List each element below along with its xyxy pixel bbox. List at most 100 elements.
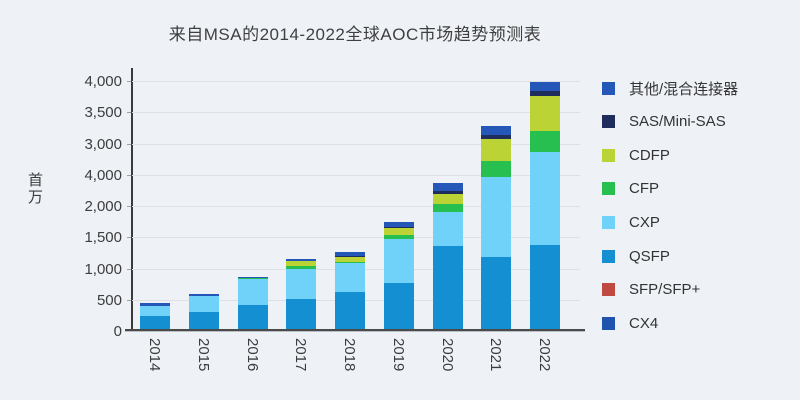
chart-title: 来自MSA的2014-2022全球AOC市场趋势预测表 [168,25,542,44]
x-tick-label: 2016 [243,338,261,372]
bar-segment-QSFP [140,315,170,331]
bar-segment-CDFP [432,194,463,204]
legend-swatch [602,148,615,162]
y-tick-label: 1,500 [84,229,122,247]
legend-item: CXP [602,214,660,231]
bar-segment-CXP [530,152,560,246]
gridline [132,112,580,114]
bar-segment-其他/混合连接器 [188,294,219,296]
y-tick-mark [127,299,131,301]
bar-2016 [237,276,268,331]
bar-segment-其他/混合连接器 [286,259,317,261]
x-tick-label: 2015 [194,338,212,372]
legend-label: CFP [629,180,659,198]
legend-label: CX4 [629,314,659,332]
x-tick-label: 2019 [389,338,407,372]
y-tick-mark [127,112,131,114]
legend-swatch [602,115,615,129]
bar-segment-SAS/Mini-SAS [335,256,365,258]
bar-segment-CDFP [530,95,560,131]
legend-swatch [602,249,615,263]
bar-segment-CFP [432,203,463,213]
y-tick-label: 3,500 [84,104,122,122]
bar-segment-其他/混合连接器 [140,303,170,306]
bar-segment-SAS/Mini-SAS [530,91,560,96]
y-tick-mark [127,143,131,145]
bar-segment-其他/混合连接器 [335,251,365,256]
y-tick-mark [127,268,131,270]
x-tick-label: 2021 [487,338,505,372]
gridline [132,81,580,82]
legend-item: CDFP [602,146,670,164]
bar-segment-CXP [481,176,512,257]
y-tick-mark [127,174,131,176]
bar-segment-CFP [383,234,414,240]
y-tick-mark [127,206,131,207]
bar-segment-SAS/Mini-SAS [481,135,512,140]
x-axis-line [125,329,585,332]
bar-segment-CFP [335,261,365,264]
bar-segment-CDFP [286,261,317,266]
bar-segment-CFP [286,266,317,270]
bar-segment-QSFP [286,298,317,331]
bar-2018 [335,251,365,331]
bar-segment-其他/混合连接器 [481,125,512,136]
bar-segment-QSFP [432,246,463,331]
bar-2017 [286,259,317,331]
legend-label: SFP/SFP+ [629,281,701,299]
legend-swatch [602,81,615,95]
gridline [132,174,580,176]
bar-segment-SAS/Mini-SAS [432,190,463,195]
legend-item: CFP [602,180,659,198]
legend-label: CDFP [629,146,670,164]
bar-segment-其他/混合连接器 [237,276,268,278]
bar-segment-CXP [432,212,463,246]
legend-swatch [602,215,615,229]
y-tick-label: 3,000 [84,135,122,153]
y-tick-label: 4,000 [84,166,122,184]
bar-segment-CFP [481,161,512,177]
gridline [132,206,580,207]
bar-2014 [140,303,170,331]
y-tick-label: 4,000 [84,73,122,90]
bar-segment-CDFP [481,139,512,161]
bar-segment-其他/混合连接器 [530,82,560,91]
bar-segment-CXP [335,263,365,292]
bar-segment-CXP [188,296,219,312]
y-tick-label: 500 [96,291,122,309]
bar-segment-其他/混合连接器 [383,222,414,227]
y-axis-line [131,68,133,331]
y-tick-label: 2,000 [84,198,122,215]
bar-segment-其他/混合连接器 [432,182,463,191]
bar-segment-QSFP [188,311,219,331]
bar-segment-CFP [530,131,560,153]
x-tick-label: 2020 [438,338,456,372]
y-tick-label: 0 [113,323,122,340]
y-tick-label: 1,000 [84,260,122,278]
bar-segment-CXP [286,269,317,299]
x-tick-label: 2017 [292,338,310,372]
plot-area [132,81,580,331]
bar-2020 [432,182,463,331]
legend-swatch [602,182,615,196]
legend-item: SFP/SFP+ [602,281,701,299]
bar-segment-CXP [140,305,170,316]
bar-2021 [481,125,512,331]
legend-item: QSFP [602,247,670,265]
bar-segment-CXP [237,278,268,306]
y-tick-mark [127,81,131,82]
legend-swatch [602,283,615,297]
legend-label: QSFP [629,247,670,265]
legend-item: CX4 [602,314,659,332]
x-tick-label: 2018 [341,338,358,372]
bar-segment-CFP [237,277,268,279]
bar-segment-QSFP [481,256,512,331]
bar-2022 [530,82,560,331]
bar-2019 [383,222,414,331]
bar-segment-QSFP [383,283,414,331]
y-axis-label: 首万 [26,172,43,206]
x-tick-label: 2014 [146,338,163,372]
legend-label: SAS/Mini-SAS [629,113,726,131]
bar-segment-SAS/Mini-SAS [383,226,414,229]
x-tick-label: 2022 [536,338,553,372]
